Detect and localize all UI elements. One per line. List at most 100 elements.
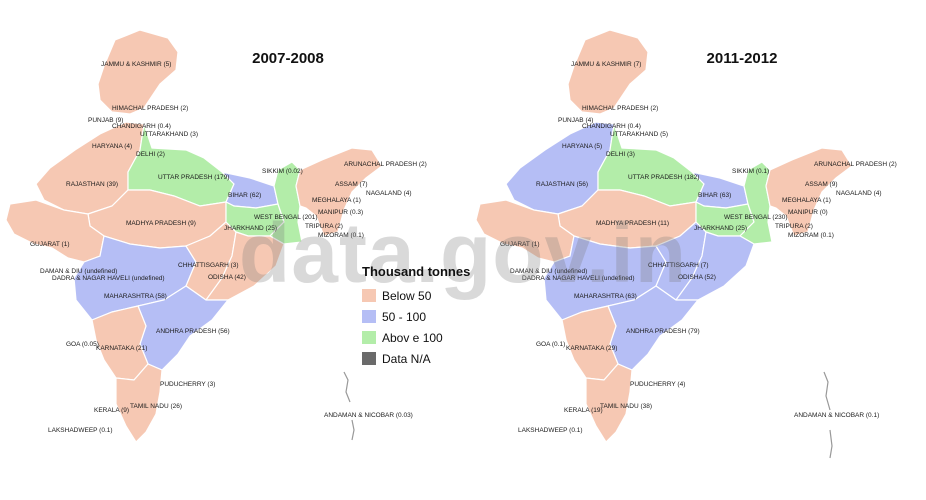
label-andaman-nicobar: ANDAMAN & NICOBAR (0.03) <box>324 412 413 419</box>
label-chhattisgarh: CHHATTISGARH (7) <box>648 262 709 269</box>
label-bihar: BIHAR (63) <box>698 192 731 199</box>
legend-label-below-50: Below 50 <box>382 289 432 303</box>
label-haryana: HARYANA (5) <box>562 143 602 150</box>
label-manipur: MANIPUR (0.3) <box>318 209 363 216</box>
label-dadra-nagar-haveli: DADRA & NAGAR HAVELI (undefined) <box>52 275 165 282</box>
label-lakshadweep: LAKSHADWEEP (0.1) <box>518 427 583 434</box>
label-rajasthan: RAJASTHAN (39) <box>66 181 118 188</box>
label-uttar-pradesh: UTTAR PRADESH (182) <box>628 174 699 181</box>
legend-swatch-50-100 <box>362 310 376 323</box>
legend-label-above-100: Abov e 100 <box>382 331 443 345</box>
label-chhattisgarh: CHHATTISGARH (3) <box>178 262 239 269</box>
region-north <box>567 29 649 115</box>
label-jammu-kashmir: JAMMU & KASHMIR (7) <box>571 61 641 68</box>
label-jammu-kashmir: JAMMU & KASHMIR (5) <box>101 61 171 68</box>
label-manipur: MANIPUR (0) <box>788 209 828 216</box>
label-haryana: HARYANA (4) <box>92 143 132 150</box>
label-daman-diu: DAMAN & DIU (undefined) <box>40 268 117 275</box>
label-maharashtra: MAHARASHTRA (58) <box>104 293 167 300</box>
map-title-right: 2011-2012 <box>707 50 778 67</box>
label-andhra-pradesh: ANDHRA PRADESH (79) <box>626 328 700 335</box>
label-chandigarh: CHANDIGARH (0.4) <box>112 123 171 130</box>
label-gujarat: GUJARAT (1) <box>30 241 70 248</box>
label-arunachal: ARUNACHAL PRADESH (2) <box>814 161 897 168</box>
legend-swatch-data-na <box>362 352 376 365</box>
label-goa: GOA (0.05) <box>66 341 99 348</box>
andaman-islands <box>343 371 355 441</box>
label-tripura: TRIPURA (2) <box>305 223 343 230</box>
label-sikkim: SIKKIM (0.1) <box>732 168 769 175</box>
legend-swatch-above-100 <box>362 331 376 344</box>
label-odisha: ODISHA (52) <box>678 274 716 281</box>
map-title-left: 2007-2008 <box>252 50 324 67</box>
region-north <box>97 29 179 115</box>
label-jharkhand: JHARKHAND (25) <box>694 225 747 232</box>
label-jharkhand: JHARKHAND (25) <box>224 225 277 232</box>
region-south <box>115 363 163 443</box>
label-uttarakhand: UTTARAKHAND (3) <box>140 131 198 138</box>
region-odisha <box>674 231 755 301</box>
label-meghalaya: MEGHALAYA (1) <box>782 197 831 204</box>
map-2011-2012 <box>475 29 853 459</box>
label-nagaland: NAGALAND (4) <box>836 190 882 197</box>
label-mizoram: MIZORAM (0.1) <box>788 232 834 239</box>
label-madhya-pradesh: MADHYA PRADESH (11) <box>596 220 669 227</box>
region-northeast <box>765 147 853 237</box>
label-tripura: TRIPURA (2) <box>775 223 813 230</box>
labels-left: JAMMU & KASHMIR (5) HIMACHAL PRADESH (2)… <box>30 61 427 434</box>
label-chandigarh: CHANDIGARH (0.4) <box>582 123 641 130</box>
labels-right: JAMMU & KASHMIR (7) HIMACHAL PRADESH (2)… <box>500 61 897 434</box>
label-dadra-nagar-haveli: DADRA & NAGAR HAVELI (undefined) <box>522 275 635 282</box>
label-bihar: BIHAR (62) <box>228 192 261 199</box>
legend: Thousand tonnes Below 50 50 - 100 Abov e… <box>362 264 470 366</box>
label-odisha: ODISHA (42) <box>208 274 246 281</box>
label-tamil-nadu: TAMIL NADU (38) <box>600 403 652 410</box>
label-punjab: PUNJAB (4) <box>558 117 593 124</box>
label-nagaland: NAGALAND (4) <box>366 190 412 197</box>
label-karnataka: KARNATAKA (21) <box>96 345 147 352</box>
label-puducherry: PUDUCHERRY (4) <box>630 381 685 388</box>
label-delhi: DELHI (3) <box>606 151 635 158</box>
legend-title: Thousand tonnes <box>362 264 470 279</box>
region-karnataka <box>91 305 149 381</box>
watermark: data.gov.in <box>239 206 687 300</box>
label-daman-diu: DAMAN & DIU (undefined) <box>510 268 587 275</box>
label-kerala: KERALA (9) <box>94 407 129 414</box>
label-rajasthan: RAJASTHAN (56) <box>536 181 588 188</box>
region-odisha <box>204 231 285 301</box>
label-meghalaya: MEGHALAYA (1) <box>312 197 361 204</box>
map-2007-2008 <box>5 29 383 443</box>
label-tamil-nadu: TAMIL NADU (26) <box>130 403 182 410</box>
label-andaman-nicobar: ANDAMAN & NICOBAR (0.1) <box>794 412 879 419</box>
label-andhra-pradesh: ANDHRA PRADESH (56) <box>156 328 230 335</box>
label-uttar-pradesh: UTTAR PRADESH (179) <box>158 174 229 181</box>
label-karnataka: KARNATAKA (29) <box>566 345 617 352</box>
label-punjab: PUNJAB (9) <box>88 117 123 124</box>
label-puducherry: PUDUCHERRY (3) <box>160 381 215 388</box>
label-uttarakhand: UTTARAKHAND (5) <box>610 131 668 138</box>
label-delhi: DELHI (2) <box>136 151 165 158</box>
label-assam: ASSAM (7) <box>335 181 368 188</box>
label-goa: GOA (0.1) <box>536 341 565 348</box>
label-west-bengal: WEST BENGAL (230) <box>724 214 788 221</box>
label-maharashtra: MAHARASHTRA (63) <box>574 293 637 300</box>
legend-label-50-100: 50 - 100 <box>382 310 426 324</box>
label-gujarat: GUJARAT (1) <box>500 241 540 248</box>
label-madhya-pradesh: MADHYA PRADESH (9) <box>126 220 196 227</box>
label-kerala: KERALA (19) <box>564 407 603 414</box>
label-assam: ASSAM (9) <box>805 181 838 188</box>
andaman-islands <box>823 371 833 459</box>
legend-label-data-na: Data N/A <box>382 352 431 366</box>
region-karnataka <box>561 305 619 381</box>
label-sikkim: SIKKIM (0.02) <box>262 168 303 175</box>
region-south <box>585 363 633 443</box>
label-himachal: HIMACHAL PRADESH (2) <box>582 105 658 112</box>
label-himachal: HIMACHAL PRADESH (2) <box>112 105 188 112</box>
label-mizoram: MIZORAM (0.1) <box>318 232 364 239</box>
label-west-bengal: WEST BENGAL (201) <box>254 214 318 221</box>
label-arunachal: ARUNACHAL PRADESH (2) <box>344 161 427 168</box>
label-lakshadweep: LAKSHADWEEP (0.1) <box>48 427 113 434</box>
legend-swatch-below-50 <box>362 289 376 302</box>
region-northeast <box>295 147 383 237</box>
